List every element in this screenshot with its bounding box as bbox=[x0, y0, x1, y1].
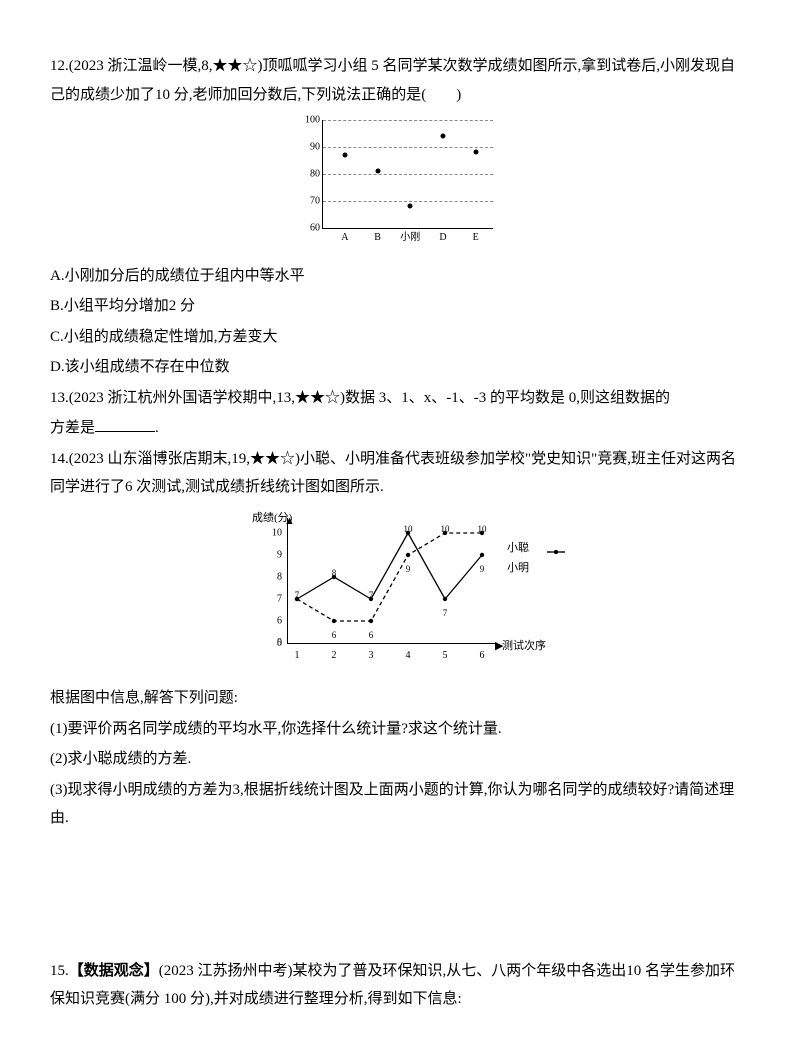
q14-stem: 14.(2023 山东淄博张店期末,19,★★☆)小聪、小明准备代表班级参加学校… bbox=[50, 445, 744, 502]
q14-sub3: (3)现求得小明成绩的方差为3,根据折线统计图及上面两小题的计算,你认为哪名同学… bbox=[50, 776, 744, 833]
q14-sub-intro: 根据图中信息,解答下列问题: bbox=[50, 684, 744, 713]
q13-stem-b: 方差是 bbox=[50, 420, 95, 436]
q12-optA: A.小刚加分后的成绩位于组内中等水平 bbox=[50, 262, 744, 291]
legend-item-cong: 小聪 bbox=[507, 538, 529, 559]
q14-chart: 成绩(分) ▲ ▶ 测试次序 小聪 小明 5678910012345678676… bbox=[247, 508, 547, 668]
q13-blank bbox=[95, 416, 155, 432]
q14-legend: 小聪 小明 bbox=[507, 538, 529, 580]
q12-optD: D.该小组成绩不存在中位数 bbox=[50, 353, 744, 382]
q13-stem-line2: 方差是. bbox=[50, 414, 744, 443]
q15-stem: 15.【数据观念】(2023 江苏扬州中考)某校为了普及环保知识,从七、八两个年… bbox=[50, 957, 744, 1014]
q12-optB: B.小组平均分增加2 分 bbox=[50, 292, 744, 321]
q14-sub2: (2)求小聪成绩的方差. bbox=[50, 745, 744, 774]
q13-stem-line1: 13.(2023 浙江杭州外国语学校期中,13,★★☆)数据 3、1、x、-1、… bbox=[50, 384, 744, 413]
legend-label-ming: 小明 bbox=[507, 562, 529, 574]
legend-item-ming: 小明 bbox=[507, 558, 529, 579]
q14-xlabel: 测试次序 bbox=[502, 636, 546, 657]
q12-chart: 60708090100AB小刚DE bbox=[292, 115, 502, 245]
q12-optC: C.小组的成绩稳定性增加,方差变大 bbox=[50, 323, 744, 352]
q14-chart-wrap: 成绩(分) ▲ ▶ 测试次序 小聪 小明 5678910012345678676… bbox=[50, 508, 744, 679]
q12-chart-wrap: 60708090100AB小刚DE bbox=[50, 115, 744, 256]
q12-stem: 12.(2023 浙江温岭一模,8,★★☆)顶呱呱学习小组 5 名同学某次数学成… bbox=[50, 52, 744, 109]
q14-sub1: (1)要评价两名同学成绩的平均水平,你选择什么统计量?求这个统计量. bbox=[50, 715, 744, 744]
q13-period: . bbox=[155, 420, 159, 436]
legend-label-cong: 小聪 bbox=[507, 542, 529, 554]
